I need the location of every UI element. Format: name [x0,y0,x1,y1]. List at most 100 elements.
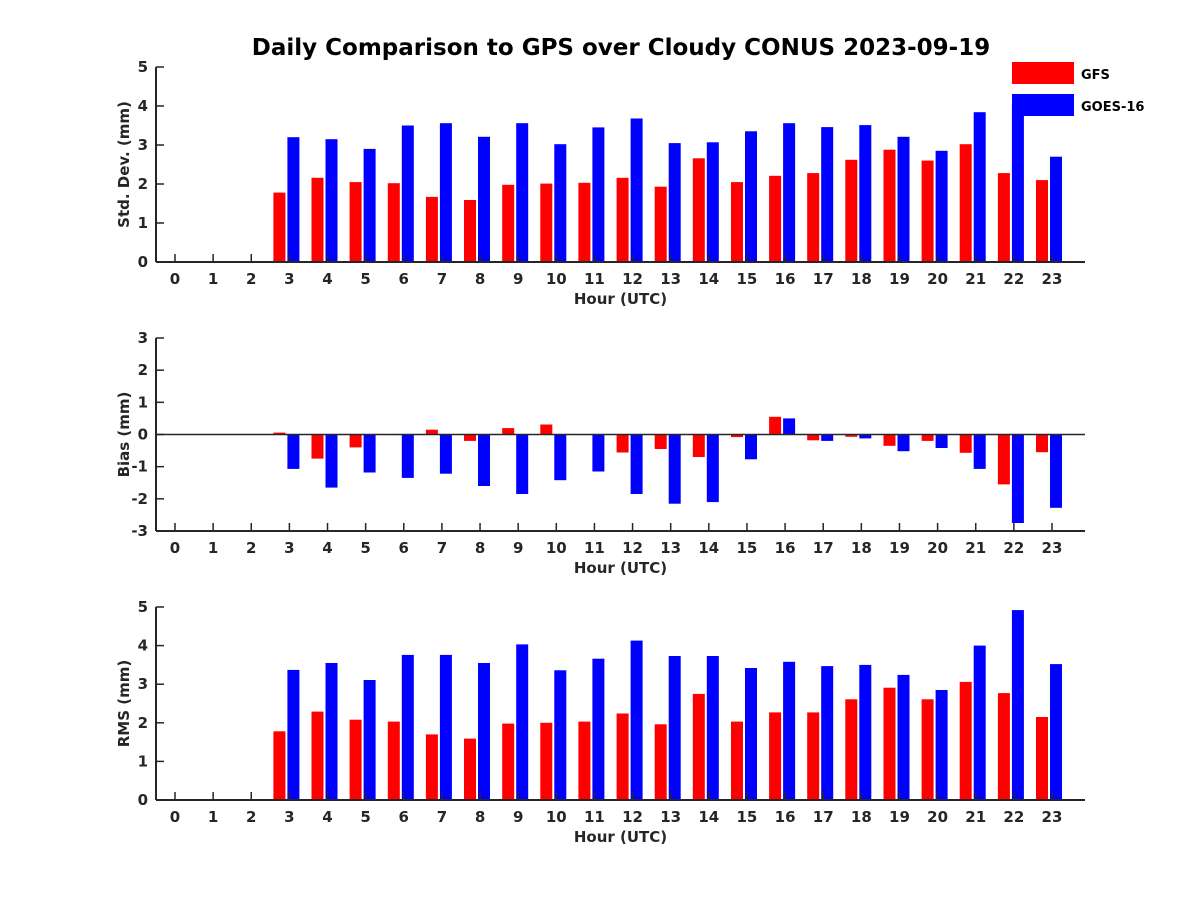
x-tick-label: 1 [208,808,218,826]
bar-gfs-11 [578,721,591,800]
bar-goes-16-16 [783,418,796,435]
bar-goes-16-9 [516,644,529,800]
x-tick-label: 17 [813,808,834,826]
legend-label-goes16: GOES-16 [1081,100,1144,115]
x-tick-label: 18 [851,808,872,826]
bar-goes-16-5 [363,148,376,262]
bar-goes-16-21 [973,434,986,469]
x-axis-label: Hour (UTC) [574,290,667,308]
bar-gfs-19 [883,149,896,262]
bar-goes-16-9 [516,123,529,262]
bar-gfs-11 [578,182,591,262]
x-tick-label: 18 [851,270,872,288]
bar-gfs-9 [502,184,515,262]
y-tick-label: 1 [138,214,148,232]
bar-goes-16-21 [973,645,986,800]
bar-gfs-19 [883,434,896,446]
x-tick-label: 7 [437,539,447,557]
bar-gfs-22 [997,173,1010,262]
x-tick-label: 16 [775,539,796,557]
y-tick-label: 4 [138,97,148,115]
bar-goes-16-19 [897,674,910,800]
bar-gfs-17 [807,173,820,262]
bar-goes-16-14 [706,656,719,800]
x-tick-label: 19 [889,808,910,826]
legend: GFS GOES-16 [1012,62,1144,116]
x-tick-label: 23 [1042,270,1063,288]
bar-gfs-13 [654,724,667,800]
bar-gfs-12 [616,434,629,453]
bar-goes-16-15 [745,131,757,262]
bar-goes-16-14 [706,434,719,503]
bar-gfs-20 [921,160,934,262]
x-tick-label: 1 [208,270,218,288]
x-tick-label: 14 [698,539,719,557]
bar-goes-16-20 [935,150,948,262]
x-tick-label: 9 [513,808,523,826]
bar-goes-16-6 [401,125,414,262]
x-tick-label: 4 [322,270,332,288]
y-tick-label: 3 [138,675,148,693]
bar-goes-16-12 [630,118,643,262]
y-tick-label: 3 [138,329,148,347]
x-tick-label: 3 [284,270,294,288]
bar-goes-16-10 [554,670,567,800]
bar-gfs-10 [540,183,553,262]
bar-gfs-10 [540,722,553,800]
x-tick-label: 22 [1003,270,1024,288]
x-tick-label: 8 [475,270,485,288]
bar-gfs-20 [921,699,934,800]
x-tick-label: 15 [737,270,758,288]
bar-gfs-7 [425,196,438,262]
y-tick-label: 5 [138,58,148,76]
bar-goes-16-10 [554,434,567,481]
x-tick-label: 23 [1042,539,1063,557]
x-tick-label: 6 [399,539,409,557]
bar-goes-16-18 [859,434,872,439]
x-tick-label: 9 [513,270,523,288]
bar-goes-16-22 [1011,104,1024,262]
x-tick-label: 10 [546,808,567,826]
x-tick-label: 13 [660,539,681,557]
bar-gfs-15 [731,182,743,262]
x-tick-label: 21 [965,539,986,557]
y-tick-label: 2 [138,175,148,193]
legend-swatch-gfs [1012,62,1074,84]
bar-goes-16-7 [439,123,452,262]
bar-goes-16-3 [287,137,300,262]
bar-goes-16-20 [935,690,948,800]
x-tick-label: 11 [584,808,605,826]
x-tick-label: 0 [170,808,180,826]
bar-goes-16-17 [821,127,834,262]
bar-goes-16-17 [821,666,834,800]
x-tick-label: 16 [775,270,796,288]
bar-gfs-23 [1036,434,1048,453]
bar-goes-16-13 [668,656,681,800]
bar-gfs-8 [464,200,476,262]
bar-goes-16-18 [859,664,872,800]
x-tick-label: 21 [965,270,986,288]
bar-goes-16-21 [973,112,986,262]
bar-goes-16-23 [1050,156,1062,262]
x-tick-label: 7 [437,270,447,288]
x-axis-label: Hour (UTC) [574,828,667,846]
x-tick-label: 11 [584,539,605,557]
y-tick-label: 2 [138,361,148,379]
bar-goes-16-23 [1050,434,1062,508]
bar-gfs-23 [1036,717,1048,800]
bar-gfs-12 [616,713,629,800]
x-tick-label: 10 [546,270,567,288]
x-tick-label: 14 [698,808,719,826]
bar-goes-16-20 [935,434,948,448]
x-tick-label: 2 [246,808,256,826]
x-tick-label: 22 [1003,539,1024,557]
x-tick-label: 12 [622,270,643,288]
bar-gfs-13 [654,434,667,449]
bar-goes-16-16 [783,123,796,262]
y-tick-label: 0 [138,791,148,809]
bar-goes-16-17 [821,434,834,441]
x-tick-label: 9 [513,539,523,557]
